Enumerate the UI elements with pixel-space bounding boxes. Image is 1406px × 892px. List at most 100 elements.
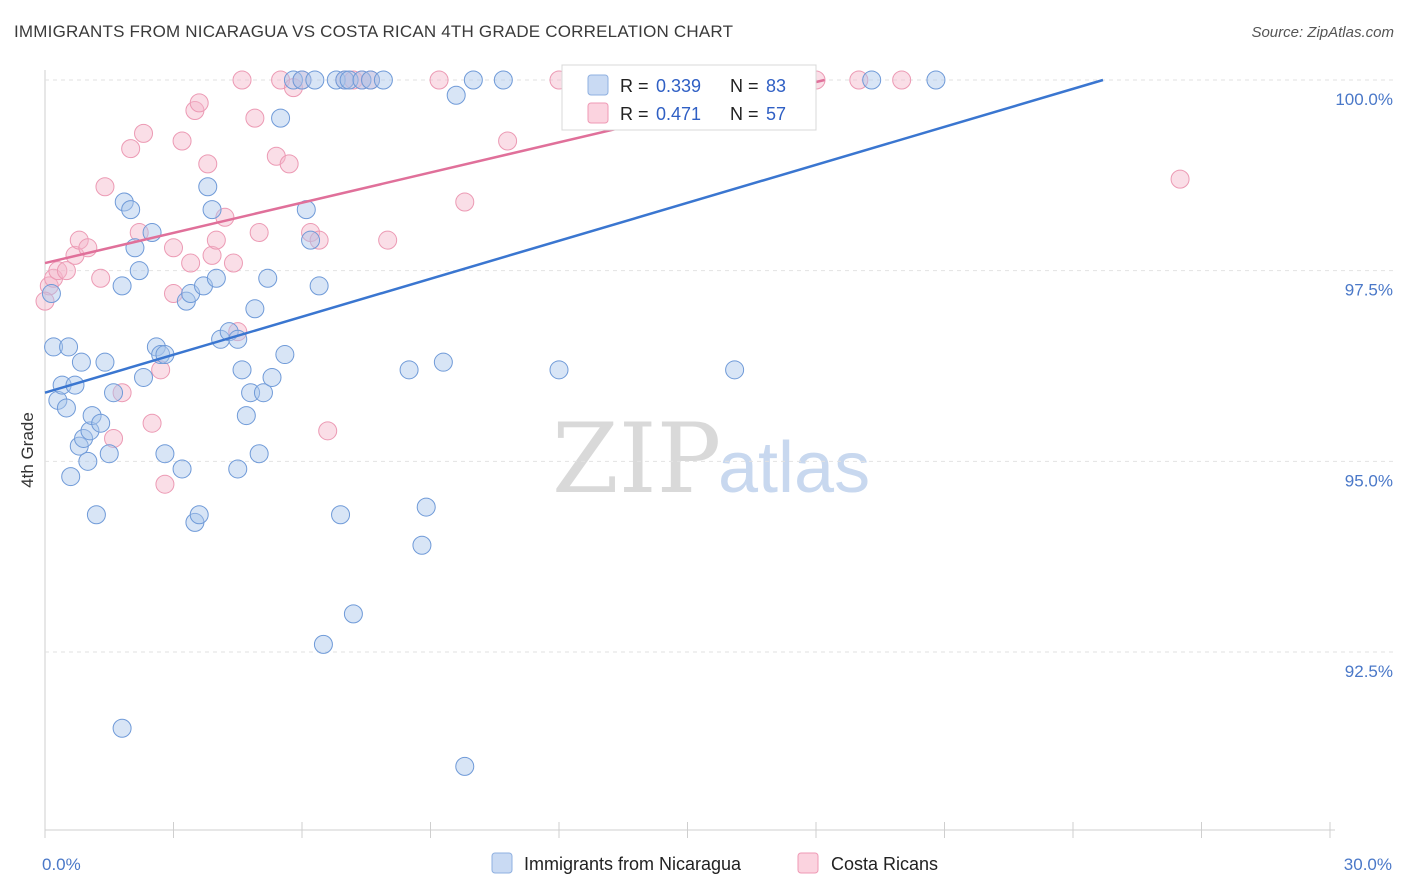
point-costa-ricans-42 [378, 230, 398, 250]
point-nicaragua-44 [245, 299, 265, 319]
legend-top-n-label-2: N = [730, 104, 759, 124]
legend-bottom: Immigrants from Nicaragua Costa Ricans [491, 852, 938, 874]
point-nicaragua-35 [198, 177, 218, 197]
point-nicaragua-78 [862, 70, 882, 90]
point-nicaragua-37 [206, 268, 226, 288]
point-nicaragua-65 [373, 70, 393, 90]
point-nicaragua-6 [61, 467, 81, 487]
point-costa-ricans-27 [232, 70, 252, 90]
point-costa-ricans-15 [155, 474, 175, 494]
point-nicaragua-18 [104, 383, 124, 403]
x-tick-label-min: 0.0% [42, 855, 81, 874]
point-nicaragua-74 [549, 360, 569, 380]
point-costa-ricans-25 [223, 253, 243, 273]
point-nicaragua-0 [41, 284, 61, 304]
legend-top-r-value-2: 0.471 [656, 104, 701, 124]
trend-line-nicaragua [44, 78, 1104, 394]
point-nicaragua-40 [228, 459, 248, 479]
point-costa-ricans-55 [151, 360, 171, 380]
point-nicaragua-67 [412, 535, 432, 555]
point-costa-ricans-14 [142, 413, 162, 433]
legend-bottom-label-nicaragua: Immigrants from Nicaragua [524, 854, 742, 874]
point-nicaragua-36 [202, 200, 222, 220]
point-nicaragua-56 [309, 276, 329, 296]
point-nicaragua-79 [926, 70, 946, 90]
point-costa-ricans-8 [95, 177, 115, 197]
point-nicaragua-50 [275, 345, 295, 365]
chart-source: Source: ZipAtlas.com [1251, 24, 1394, 41]
point-nicaragua-42 [236, 406, 256, 426]
point-nicaragua-80 [112, 718, 132, 738]
point-nicaragua-21 [121, 200, 141, 220]
point-costa-ricans-32 [279, 154, 299, 174]
point-costa-ricans-44 [455, 192, 475, 212]
point-costa-ricans-23 [206, 230, 226, 250]
y-tick-label-3: 100.0% [1335, 90, 1393, 109]
point-costa-ricans-18 [181, 253, 201, 273]
legend-top: R = 0.339 N = 83 R = 0.471 N = 57 [561, 64, 817, 131]
x-ticks [44, 822, 1331, 838]
point-nicaragua-55 [305, 70, 325, 90]
series-nicaragua [41, 70, 946, 776]
point-nicaragua-1 [44, 337, 64, 357]
point-nicaragua-47 [258, 268, 278, 288]
point-nicaragua-12 [80, 421, 100, 441]
point-nicaragua-24 [134, 367, 154, 387]
legend-bottom-label-costa-ricans: Costa Ricans [831, 854, 938, 874]
point-nicaragua-70 [446, 85, 466, 105]
point-costa-ricans-43 [429, 70, 449, 90]
point-costa-ricans-13 [134, 123, 154, 143]
point-nicaragua-15 [91, 413, 111, 433]
point-nicaragua-4 [56, 398, 76, 418]
point-costa-ricans-3 [56, 261, 76, 281]
point-nicaragua-48 [262, 367, 282, 387]
legend-bottom-swatch-pink [797, 852, 819, 874]
point-nicaragua-59 [331, 505, 351, 525]
point-costa-ricans-29 [249, 223, 269, 243]
point-nicaragua-16 [95, 352, 115, 372]
point-nicaragua-5 [59, 337, 79, 357]
point-nicaragua-19 [112, 276, 132, 296]
point-costa-ricans-11 [121, 139, 141, 159]
y-tick-label-1: 95.0% [1345, 471, 1393, 490]
point-costa-ricans-53 [1170, 169, 1190, 189]
point-costa-ricans-56 [164, 238, 183, 258]
point-nicaragua-69 [433, 352, 453, 372]
legend-top-swatch-pink [587, 102, 609, 124]
legend-top-n-value-1: 83 [766, 76, 786, 96]
watermark-atlas: atlas [718, 428, 870, 508]
point-costa-ricans-28 [245, 108, 265, 128]
point-nicaragua-20 [114, 192, 134, 212]
point-nicaragua-54 [301, 230, 321, 250]
point-nicaragua-71 [455, 756, 475, 776]
point-costa-ricans-52 [892, 70, 912, 90]
point-nicaragua-10 [74, 428, 94, 448]
point-nicaragua-76 [725, 360, 745, 380]
point-nicaragua-23 [129, 261, 149, 281]
point-nicaragua-57 [313, 634, 333, 654]
point-nicaragua-49 [271, 108, 291, 128]
point-costa-ricans-17 [172, 131, 192, 151]
point-costa-ricans-21 [198, 154, 218, 174]
y-axis-label: 4th Grade [18, 412, 37, 488]
y-tick-label-2: 97.5% [1345, 281, 1393, 300]
point-nicaragua-11 [78, 451, 98, 471]
legend-top-swatch-blue [587, 74, 609, 96]
chart-title: IMMIGRANTS FROM NICARAGUA VS COSTA RICAN… [14, 22, 734, 41]
point-nicaragua-81 [155, 444, 175, 464]
legend-top-n-label-1: N = [730, 76, 759, 96]
point-costa-ricans-9 [104, 428, 124, 448]
point-nicaragua-66 [399, 360, 419, 380]
y-tick-label-0: 92.5% [1345, 662, 1393, 681]
point-nicaragua-68 [416, 497, 436, 517]
x-tick-label-max: 30.0% [1344, 855, 1392, 874]
point-nicaragua-72 [463, 70, 483, 90]
point-nicaragua-17 [99, 444, 119, 464]
watermark-zip: ZIP [552, 403, 721, 515]
point-costa-ricans-37 [318, 421, 338, 441]
point-costa-ricans-22 [202, 245, 222, 265]
point-costa-ricans-7 [91, 268, 111, 288]
point-nicaragua-41 [232, 360, 252, 380]
point-nicaragua-33 [189, 505, 209, 525]
